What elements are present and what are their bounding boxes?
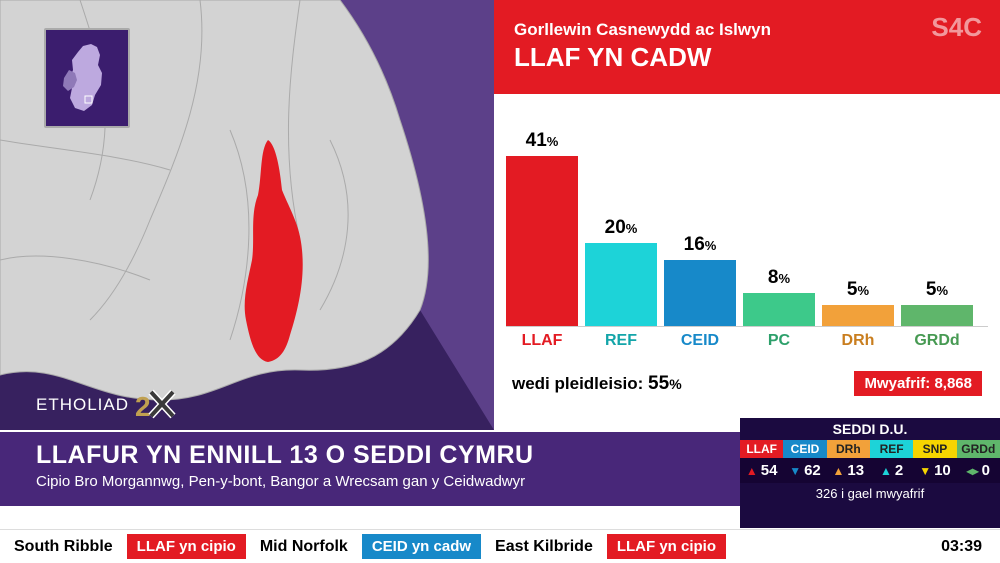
result-status: LLAF YN CADW bbox=[514, 42, 980, 73]
ticker-clock: 03:39 bbox=[923, 538, 1000, 556]
seat-cell-grdd: GRDd◂▸0 bbox=[957, 440, 1000, 483]
seats-footer: 326 i gael mwyafrif bbox=[740, 483, 1000, 501]
majority-badge: Mwyafrif: 8,868 bbox=[854, 371, 982, 396]
bar-pct: 41% bbox=[526, 130, 559, 152]
seat-change: ▲54 bbox=[740, 458, 783, 483]
bar-pct: 20% bbox=[605, 217, 638, 239]
headline-bar: LLAFUR YN ENNILL 13 O SEDDI CYMRU Cipio … bbox=[0, 432, 740, 506]
seats-title: SEDDI D.U. bbox=[740, 418, 1000, 440]
seat-party-abbr: DRh bbox=[827, 440, 870, 458]
seat-change: ▼62 bbox=[783, 458, 826, 483]
majority-label: Mwyafrif: bbox=[864, 375, 930, 392]
ticker-result-tag: CEID yn cadw bbox=[362, 534, 481, 559]
ticker-constituency: South Ribble bbox=[0, 538, 127, 556]
seat-arrow-icon: ▼ bbox=[919, 464, 931, 478]
etholiad-label: ETHOLIAD bbox=[36, 395, 129, 415]
bar-pct: 8% bbox=[768, 267, 790, 289]
programme-brand: ETHOLIAD 2 bbox=[36, 386, 177, 424]
broadcaster-logo: S4C bbox=[931, 12, 982, 43]
seat-cell-llaf: LLAF▲54 bbox=[740, 440, 783, 483]
map-panel: ETHOLIAD 2 bbox=[0, 0, 494, 430]
bar-pct: 5% bbox=[847, 279, 869, 301]
turnout: wedi pleidleisio: 55% bbox=[512, 373, 682, 395]
headline-main: LLAFUR YN ENNILL 13 O SEDDI CYMRU bbox=[36, 441, 720, 470]
seat-count: 62 bbox=[804, 462, 821, 479]
bar-pct: 5% bbox=[926, 279, 948, 301]
bar bbox=[822, 305, 894, 326]
seat-party-abbr: CEID bbox=[783, 440, 826, 458]
result-panel: Gorllewin Casnewydd ac Islwyn LLAF YN CA… bbox=[494, 0, 1000, 430]
bar-party-label: CEID bbox=[681, 332, 719, 350]
seat-arrow-icon: ◂▸ bbox=[967, 464, 979, 478]
turnout-label: wedi pleidleisio: bbox=[512, 374, 643, 393]
seat-count: 10 bbox=[934, 462, 951, 479]
seat-change: ▲13 bbox=[827, 458, 870, 483]
bar-col-ref: 20%REF bbox=[585, 217, 657, 326]
seat-arrow-icon: ▲ bbox=[833, 464, 845, 478]
constituency-name: Gorllewin Casnewydd ac Islwyn bbox=[514, 20, 980, 40]
seat-party-abbr: SNP bbox=[913, 440, 956, 458]
seat-party-abbr: GRDd bbox=[957, 440, 1000, 458]
bar bbox=[664, 260, 736, 326]
seat-arrow-icon: ▲ bbox=[746, 464, 758, 478]
seat-count: 0 bbox=[982, 462, 990, 479]
bar-col-pc: 8%PC bbox=[743, 267, 815, 326]
seat-cell-ref: REF▲2 bbox=[870, 440, 913, 483]
ticker-constituency: Mid Norfolk bbox=[246, 538, 362, 556]
bar-pct: 16% bbox=[684, 234, 717, 256]
seat-count: 2 bbox=[895, 462, 903, 479]
results-ticker: South RibbleLLAF yn cipioMid NorfolkCEID… bbox=[0, 529, 1000, 563]
seat-count: 13 bbox=[847, 462, 864, 479]
bar bbox=[743, 293, 815, 326]
seat-arrow-icon: ▲ bbox=[880, 464, 892, 478]
seat-cell-snp: SNP▼10 bbox=[913, 440, 956, 483]
seat-party-abbr: LLAF bbox=[740, 440, 783, 458]
majority-value: 8,868 bbox=[934, 375, 972, 392]
bar-party-label: PC bbox=[768, 332, 790, 350]
bar-party-label: LLAF bbox=[522, 332, 563, 350]
seats-panel: SEDDI D.U. LLAF▲54CEID▼62DRh▲13REF▲2SNP▼… bbox=[740, 418, 1000, 528]
headline-sub: Cipio Bro Morgannwg, Pen-y-bont, Bangor … bbox=[36, 473, 720, 490]
bar-party-label: DRh bbox=[842, 332, 875, 350]
result-header: Gorllewin Casnewydd ac Islwyn LLAF YN CA… bbox=[494, 0, 1000, 94]
bar-col-grdd: 5%GRDd bbox=[901, 279, 973, 326]
bar-col-ceid: 16%CEID bbox=[664, 234, 736, 326]
bar-col-drh: 5%DRh bbox=[822, 279, 894, 326]
seat-change: ▲2 bbox=[870, 458, 913, 483]
svg-text:2: 2 bbox=[135, 391, 152, 422]
vote-share-chart: 41%LLAF20%REF16%CEID8%PC5%DRh5%GRDd wedi… bbox=[494, 94, 1000, 396]
bar bbox=[506, 156, 578, 326]
seat-count: 54 bbox=[761, 462, 778, 479]
ticker-result-tag: LLAF yn cipio bbox=[127, 534, 246, 559]
seat-party-abbr: REF bbox=[870, 440, 913, 458]
seat-change: ◂▸0 bbox=[957, 458, 1000, 483]
etholiad-logo-icon: 2 bbox=[133, 386, 177, 424]
seat-cell-ceid: CEID▼62 bbox=[783, 440, 826, 483]
bar bbox=[585, 243, 657, 326]
seat-change: ▼10 bbox=[913, 458, 956, 483]
turnout-value: 55 bbox=[648, 373, 669, 394]
bar-party-label: GRDd bbox=[914, 332, 959, 350]
bar-col-llaf: 41%LLAF bbox=[506, 130, 578, 326]
bar bbox=[901, 305, 973, 326]
uk-inset-map bbox=[44, 28, 130, 128]
ticker-constituency: East Kilbride bbox=[481, 538, 607, 556]
bar-party-label: REF bbox=[605, 332, 637, 350]
seat-cell-drh: DRh▲13 bbox=[827, 440, 870, 483]
seat-arrow-icon: ▼ bbox=[789, 464, 801, 478]
turnout-pct-sign: % bbox=[669, 376, 681, 392]
ticker-result-tag: LLAF yn cipio bbox=[607, 534, 726, 559]
